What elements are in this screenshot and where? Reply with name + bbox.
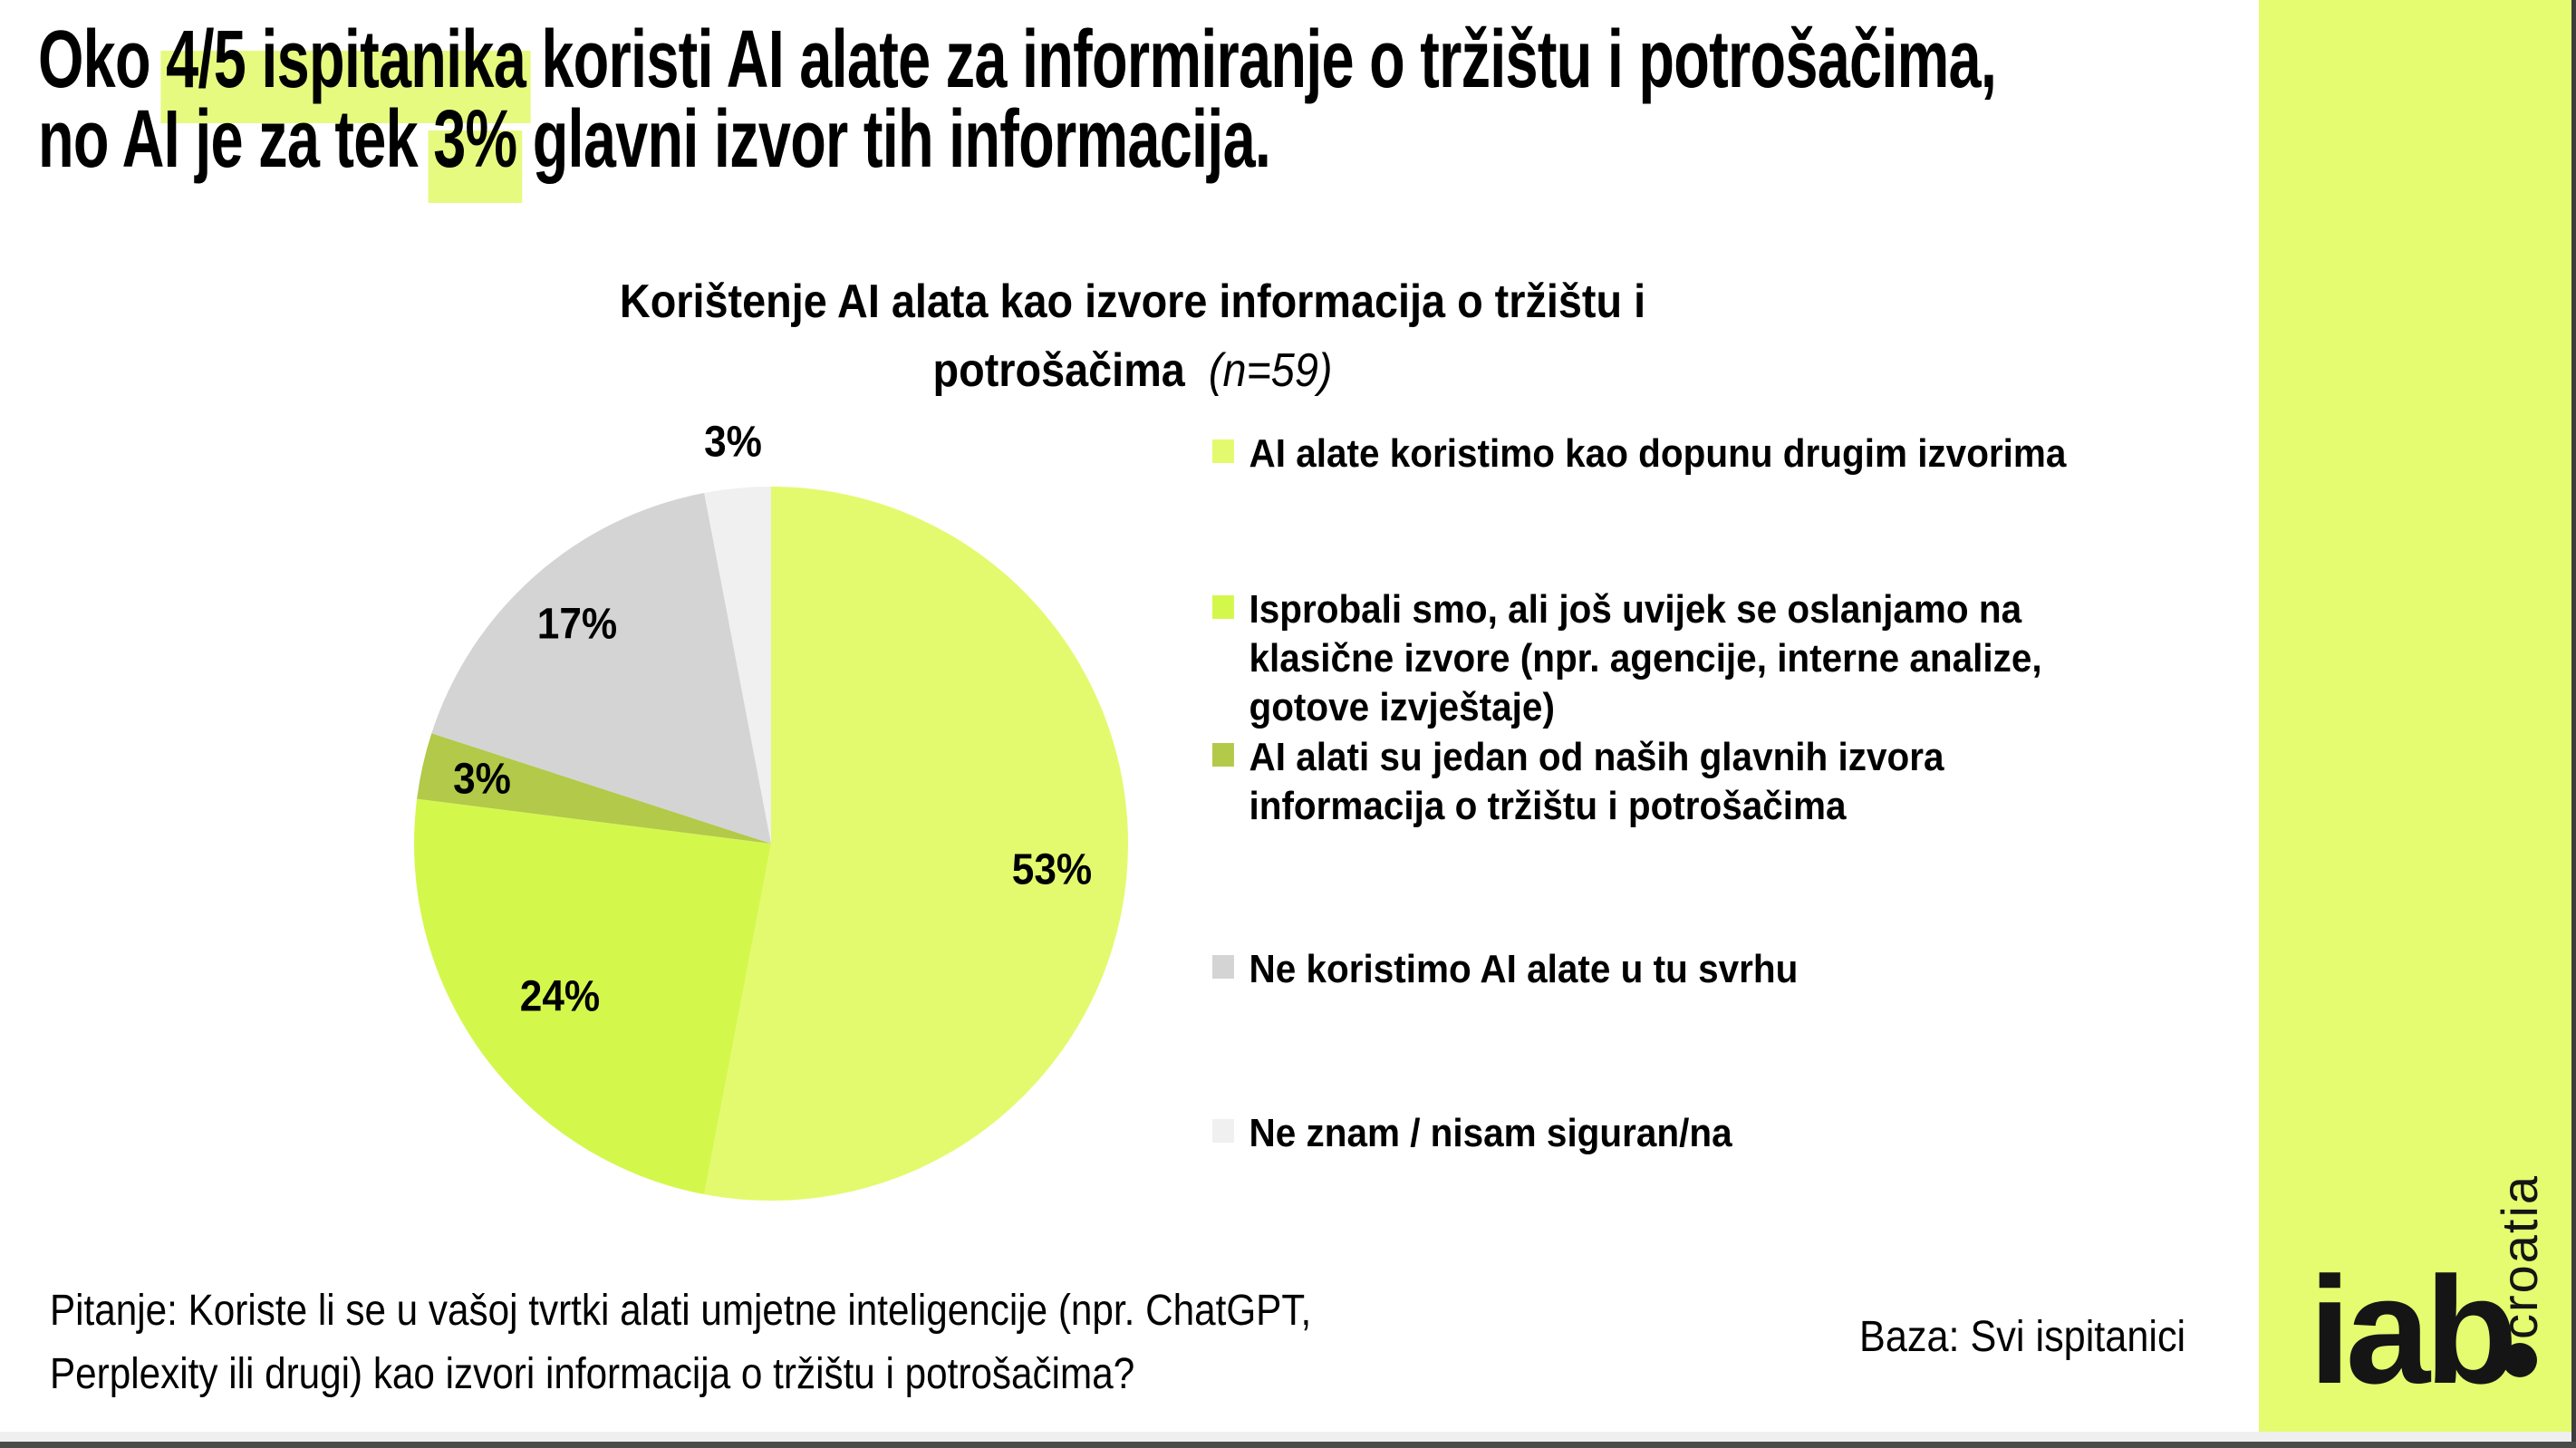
title-text: Oko <box>38 14 167 105</box>
legend-label: Isprobali smo, ali još uvijek se oslanja… <box>1249 587 2042 729</box>
pie-slice <box>417 733 771 844</box>
question-line-1: Pitanje: Koriste li se u vašoj tvrtki al… <box>50 1287 1312 1335</box>
page-title: Oko 4/5 ispitanika koristi AI alate za i… <box>38 19 1997 180</box>
pie-label: 3% <box>452 755 511 804</box>
base-note: Baza: Svi ispitanici <box>1859 1313 2186 1361</box>
chart-legend: AI alate koristimo kao dopunu drugim izv… <box>1212 0 2254 1269</box>
page-title-line-1: Oko 4/5 ispitanika koristi AI alate za i… <box>38 19 1997 101</box>
pie-slice <box>431 492 771 844</box>
chart-title-line-2: potrošačima <box>932 344 1185 397</box>
pie-label: 17% <box>537 600 618 649</box>
iab-logo: iab <box>2309 1245 2518 1415</box>
pie-label: 24% <box>520 972 601 1021</box>
title-text: koristi AI alate za informiranje o tržiš… <box>526 14 1997 105</box>
legend-item: Isprobali smo, ali još uvijek se oslanja… <box>1212 585 2042 732</box>
legend-item: AI alate koristimo kao dopunu drugim izv… <box>1212 430 2066 478</box>
title-highlight: 3% <box>433 94 517 185</box>
title-text: no AI je za tek <box>38 94 434 185</box>
title-highlight: 4/5 ispitanika <box>166 14 526 105</box>
pie-slice <box>704 487 1128 1201</box>
pie-label: 3% <box>704 418 763 467</box>
question-text: Pitanje: Koriste li se u vašoj tvrtki al… <box>50 1279 1311 1406</box>
pie-slice <box>704 487 771 844</box>
legend-swatch <box>1212 743 1234 767</box>
brand-sidebar <box>2259 0 2571 1432</box>
legend-item: Ne znam / nisam siguran/na <box>1212 1109 1732 1158</box>
legend-swatch <box>1212 955 1234 979</box>
iab-logo-country: croatia <box>2491 1173 2548 1339</box>
pie-svg <box>414 487 1128 1201</box>
pie-chart: 53% 24% 3% 17% 3% <box>414 418 1128 1201</box>
legend-swatch <box>1212 595 1234 619</box>
sample-size-note: (n=59) <box>1208 344 1333 397</box>
page-title-line-2: no AI je za tek 3% glavni izvor tih info… <box>38 99 1996 180</box>
right-edge-dark <box>2571 0 2576 1442</box>
legend-label: AI alate koristimo kao dopunu drugim izv… <box>1249 431 2067 476</box>
legend-label: Ne koristimo AI alate u tu svrhu <box>1249 947 1799 991</box>
bottom-edge-dark <box>0 1442 2576 1448</box>
legend-label: AI alati su jedan od naših glavnih izvor… <box>1249 735 1944 828</box>
legend-swatch <box>1212 1119 1234 1143</box>
legend-item: AI alati su jedan od naših glavnih izvor… <box>1212 733 1944 831</box>
chart-title-line-1: Korištenje AI alata kao izvore informaci… <box>619 275 1646 328</box>
pie-slice <box>414 798 771 1195</box>
iab-logo-dot <box>2503 1343 2537 1377</box>
legend-label: Ne znam / nisam siguran/na <box>1249 1111 1732 1155</box>
bottom-edge-light <box>0 1432 2576 1442</box>
chart-title: Korištenje AI alata kao izvore informaci… <box>317 267 1948 405</box>
legend-item: Ne koristimo AI alate u tu svrhu <box>1212 945 1798 994</box>
title-text: glavni izvor tih informacija. <box>516 94 1271 185</box>
question-line-2: Perplexity ili drugi) kao izvori informa… <box>50 1350 1135 1398</box>
legend-swatch <box>1212 439 1234 463</box>
pie-label: 53% <box>1011 845 1093 894</box>
